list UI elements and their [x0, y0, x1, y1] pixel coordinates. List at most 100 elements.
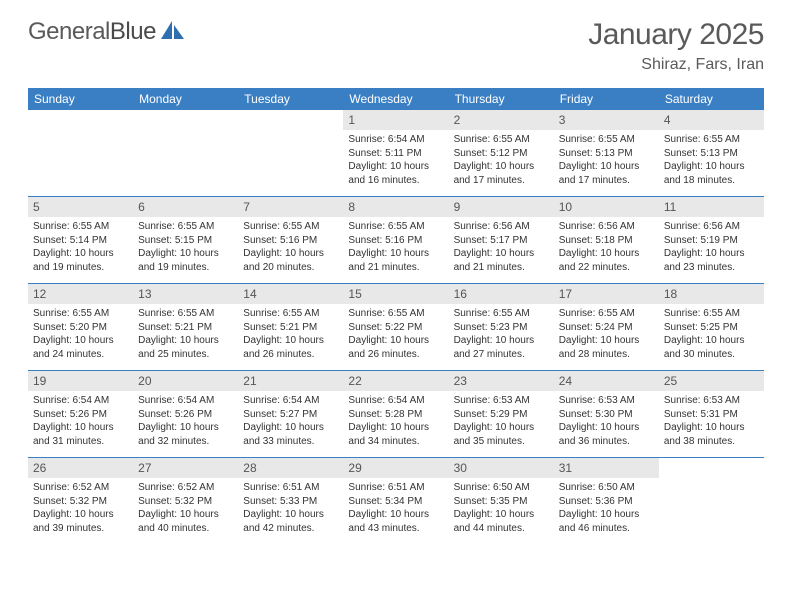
day-info: Sunrise: 6:54 AMSunset: 5:26 PMDaylight:…	[133, 391, 238, 453]
day-info: Sunrise: 6:55 AMSunset: 5:16 PMDaylight:…	[343, 217, 448, 279]
day-info: Sunrise: 6:50 AMSunset: 5:35 PMDaylight:…	[449, 478, 554, 540]
day-info: Sunrise: 6:56 AMSunset: 5:18 PMDaylight:…	[554, 217, 659, 279]
calendar-week: ...1Sunrise: 6:54 AMSunset: 5:11 PMDayli…	[28, 110, 764, 197]
day-number: 22	[343, 371, 448, 391]
calendar-week: 26Sunrise: 6:52 AMSunset: 5:32 PMDayligh…	[28, 458, 764, 544]
day-number: 6	[133, 197, 238, 217]
calendar-cell: 11Sunrise: 6:56 AMSunset: 5:19 PMDayligh…	[659, 197, 764, 283]
day-number: 8	[343, 197, 448, 217]
day-info: Sunrise: 6:55 AMSunset: 5:23 PMDaylight:…	[449, 304, 554, 366]
day-number: 30	[449, 458, 554, 478]
day-info: Sunrise: 6:50 AMSunset: 5:36 PMDaylight:…	[554, 478, 659, 540]
day-info: Sunrise: 6:56 AMSunset: 5:17 PMDaylight:…	[449, 217, 554, 279]
day-of-week-header: Monday	[133, 88, 238, 110]
brand-text: GeneralBlue	[28, 18, 156, 46]
calendar-cell: 30Sunrise: 6:50 AMSunset: 5:35 PMDayligh…	[449, 458, 554, 544]
day-info: Sunrise: 6:55 AMSunset: 5:13 PMDaylight:…	[554, 130, 659, 192]
calendar-cell: 12Sunrise: 6:55 AMSunset: 5:20 PMDayligh…	[28, 284, 133, 370]
brand-part1: General	[28, 18, 110, 45]
day-number: 24	[554, 371, 659, 391]
calendar-cell: 26Sunrise: 6:52 AMSunset: 5:32 PMDayligh…	[28, 458, 133, 544]
calendar-cell: 25Sunrise: 6:53 AMSunset: 5:31 PMDayligh…	[659, 371, 764, 457]
day-number: 2	[449, 110, 554, 130]
day-number: 28	[238, 458, 343, 478]
day-number: 3	[554, 110, 659, 130]
day-of-week-header: Saturday	[659, 88, 764, 110]
calendar-cell: 24Sunrise: 6:53 AMSunset: 5:30 PMDayligh…	[554, 371, 659, 457]
day-info: Sunrise: 6:52 AMSunset: 5:32 PMDaylight:…	[133, 478, 238, 540]
day-info: Sunrise: 6:54 AMSunset: 5:28 PMDaylight:…	[343, 391, 448, 453]
day-info: Sunrise: 6:55 AMSunset: 5:12 PMDaylight:…	[449, 130, 554, 192]
day-info: Sunrise: 6:55 AMSunset: 5:25 PMDaylight:…	[659, 304, 764, 366]
calendar-cell: 17Sunrise: 6:55 AMSunset: 5:24 PMDayligh…	[554, 284, 659, 370]
calendar-cell: 27Sunrise: 6:52 AMSunset: 5:32 PMDayligh…	[133, 458, 238, 544]
day-number: 7	[238, 197, 343, 217]
day-of-week-header: Friday	[554, 88, 659, 110]
calendar-cell: 5Sunrise: 6:55 AMSunset: 5:14 PMDaylight…	[28, 197, 133, 283]
calendar-cell: 20Sunrise: 6:54 AMSunset: 5:26 PMDayligh…	[133, 371, 238, 457]
calendar-cell: 31Sunrise: 6:50 AMSunset: 5:36 PMDayligh…	[554, 458, 659, 544]
calendar-cell: 14Sunrise: 6:55 AMSunset: 5:21 PMDayligh…	[238, 284, 343, 370]
day-number: 21	[238, 371, 343, 391]
day-info: Sunrise: 6:55 AMSunset: 5:14 PMDaylight:…	[28, 217, 133, 279]
day-of-week-row: SundayMondayTuesdayWednesdayThursdayFrid…	[28, 88, 764, 110]
header: GeneralBlue January 2025 Shiraz, Fars, I…	[0, 0, 792, 82]
day-info: Sunrise: 6:53 AMSunset: 5:31 PMDaylight:…	[659, 391, 764, 453]
day-info: Sunrise: 6:51 AMSunset: 5:33 PMDaylight:…	[238, 478, 343, 540]
day-info: Sunrise: 6:54 AMSunset: 5:26 PMDaylight:…	[28, 391, 133, 453]
brand-part2: Blue	[110, 18, 156, 45]
calendar-cell: 3Sunrise: 6:55 AMSunset: 5:13 PMDaylight…	[554, 110, 659, 196]
day-number: 19	[28, 371, 133, 391]
day-number: 1	[343, 110, 448, 130]
day-info: Sunrise: 6:51 AMSunset: 5:34 PMDaylight:…	[343, 478, 448, 540]
day-info: Sunrise: 6:55 AMSunset: 5:20 PMDaylight:…	[28, 304, 133, 366]
day-number: 13	[133, 284, 238, 304]
brand-logo: GeneralBlue	[28, 18, 186, 46]
month-title: January 2025	[588, 18, 764, 52]
calendar-cell: 19Sunrise: 6:54 AMSunset: 5:26 PMDayligh…	[28, 371, 133, 457]
day-number: 15	[343, 284, 448, 304]
day-number: 17	[554, 284, 659, 304]
location: Shiraz, Fars, Iran	[588, 56, 764, 74]
day-number: 14	[238, 284, 343, 304]
day-info: Sunrise: 6:52 AMSunset: 5:32 PMDaylight:…	[28, 478, 133, 540]
calendar-cell: 2Sunrise: 6:55 AMSunset: 5:12 PMDaylight…	[449, 110, 554, 196]
day-info: Sunrise: 6:53 AMSunset: 5:29 PMDaylight:…	[449, 391, 554, 453]
calendar-cell: .	[133, 110, 238, 196]
title-block: January 2025 Shiraz, Fars, Iran	[588, 18, 764, 74]
calendar-cell: 29Sunrise: 6:51 AMSunset: 5:34 PMDayligh…	[343, 458, 448, 544]
day-number: 23	[449, 371, 554, 391]
day-number: 29	[343, 458, 448, 478]
day-info: Sunrise: 6:53 AMSunset: 5:30 PMDaylight:…	[554, 391, 659, 453]
calendar-cell: .	[659, 458, 764, 544]
day-info: Sunrise: 6:55 AMSunset: 5:22 PMDaylight:…	[343, 304, 448, 366]
calendar-week: 19Sunrise: 6:54 AMSunset: 5:26 PMDayligh…	[28, 371, 764, 458]
day-number: 11	[659, 197, 764, 217]
day-info: Sunrise: 6:55 AMSunset: 5:15 PMDaylight:…	[133, 217, 238, 279]
calendar-cell: 15Sunrise: 6:55 AMSunset: 5:22 PMDayligh…	[343, 284, 448, 370]
day-info: Sunrise: 6:56 AMSunset: 5:19 PMDaylight:…	[659, 217, 764, 279]
day-number: 12	[28, 284, 133, 304]
calendar-cell: 28Sunrise: 6:51 AMSunset: 5:33 PMDayligh…	[238, 458, 343, 544]
day-number: 31	[554, 458, 659, 478]
calendar-cell: 4Sunrise: 6:55 AMSunset: 5:13 PMDaylight…	[659, 110, 764, 196]
calendar-week: 5Sunrise: 6:55 AMSunset: 5:14 PMDaylight…	[28, 197, 764, 284]
day-of-week-header: Tuesday	[238, 88, 343, 110]
day-info: Sunrise: 6:55 AMSunset: 5:13 PMDaylight:…	[659, 130, 764, 192]
day-info: Sunrise: 6:54 AMSunset: 5:27 PMDaylight:…	[238, 391, 343, 453]
calendar-cell: 13Sunrise: 6:55 AMSunset: 5:21 PMDayligh…	[133, 284, 238, 370]
calendar-cell: 8Sunrise: 6:55 AMSunset: 5:16 PMDaylight…	[343, 197, 448, 283]
day-number: 10	[554, 197, 659, 217]
day-info: Sunrise: 6:55 AMSunset: 5:24 PMDaylight:…	[554, 304, 659, 366]
calendar-cell: 1Sunrise: 6:54 AMSunset: 5:11 PMDaylight…	[343, 110, 448, 196]
day-number: 20	[133, 371, 238, 391]
calendar: SundayMondayTuesdayWednesdayThursdayFrid…	[28, 88, 764, 544]
day-number: 18	[659, 284, 764, 304]
calendar-cell: 10Sunrise: 6:56 AMSunset: 5:18 PMDayligh…	[554, 197, 659, 283]
calendar-cell: 16Sunrise: 6:55 AMSunset: 5:23 PMDayligh…	[449, 284, 554, 370]
day-number: 25	[659, 371, 764, 391]
day-info: Sunrise: 6:55 AMSunset: 5:16 PMDaylight:…	[238, 217, 343, 279]
calendar-cell: .	[238, 110, 343, 196]
day-info: Sunrise: 6:55 AMSunset: 5:21 PMDaylight:…	[238, 304, 343, 366]
day-number: 27	[133, 458, 238, 478]
